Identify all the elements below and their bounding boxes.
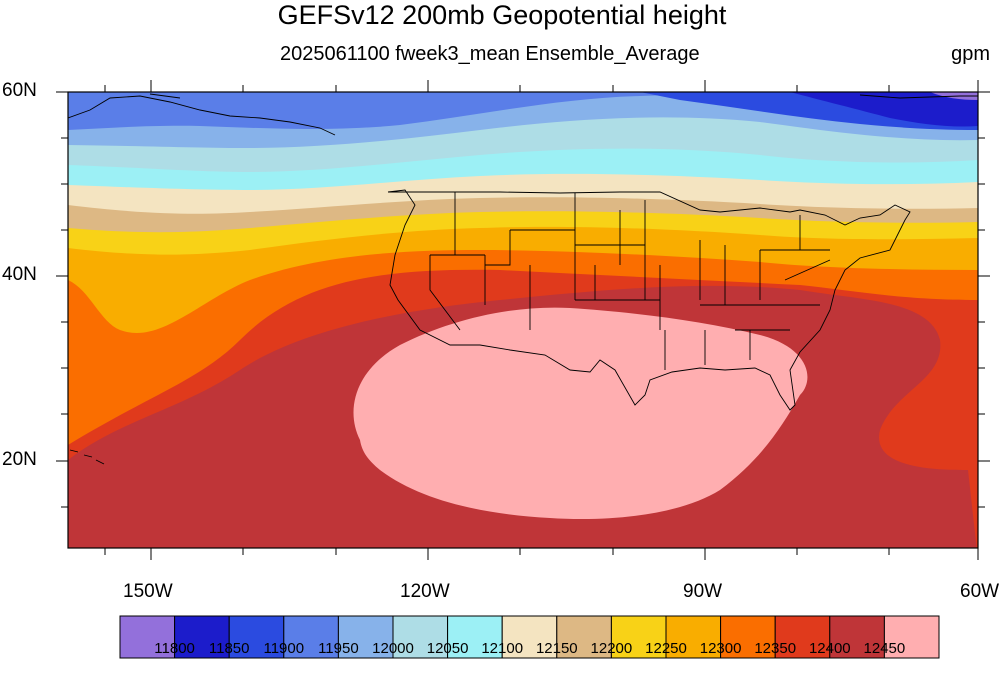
colorbar-label: 12300 bbox=[699, 640, 742, 657]
colorbar-label: 11800 bbox=[154, 640, 195, 657]
colorbar-swatch bbox=[883, 615, 940, 659]
colorbar-label: 11850 bbox=[208, 640, 250, 657]
band-11800 bbox=[790, 92, 978, 127]
colorbar-swatch bbox=[283, 615, 339, 659]
canada-coast bbox=[859, 94, 978, 99]
colorbar-label: 12350 bbox=[754, 640, 797, 657]
state-lines bbox=[429, 192, 831, 370]
map-subtitle: 2025061100 fweek3_mean Ensemble_Average bbox=[280, 43, 700, 65]
map-title: GEFSv12 200mb Geopotential height bbox=[277, 0, 727, 30]
us-outline bbox=[387, 189, 911, 411]
lat-label-20n: 20N bbox=[2, 449, 37, 470]
colorbar-swatch bbox=[392, 615, 449, 659]
colorbar-swatch bbox=[337, 615, 394, 659]
colorbar-swatch bbox=[501, 615, 558, 659]
band-12450 bbox=[353, 307, 808, 520]
lat-label-40n: 40N bbox=[2, 264, 37, 285]
colorbar-label: 12450 bbox=[863, 640, 906, 657]
colorbar-label: 12150 bbox=[535, 640, 578, 657]
coastlines bbox=[68, 93, 978, 465]
hawaii bbox=[69, 449, 105, 465]
colorbar-label: 12200 bbox=[590, 640, 633, 657]
contour-fill bbox=[68, 92, 978, 548]
colorbar bbox=[119, 615, 940, 659]
colorbar-label: 12100 bbox=[481, 640, 524, 657]
band-11900 bbox=[68, 92, 978, 130]
colorbar-swatch bbox=[774, 615, 831, 659]
lon-label-90w: 90W bbox=[683, 581, 723, 602]
colorbar-label: 11900 bbox=[263, 640, 305, 657]
colorbar-label: 12000 bbox=[372, 640, 414, 657]
lon-ticks bbox=[104, 80, 979, 560]
lon-label-120w: 120W bbox=[400, 581, 450, 602]
colorbar-label: 11950 bbox=[318, 640, 359, 657]
colorbar-label: 12400 bbox=[808, 640, 851, 657]
colorbar-label: 12050 bbox=[426, 640, 469, 657]
lat-label-60n: 60N bbox=[2, 80, 37, 101]
lon-label-150w: 150W bbox=[123, 581, 173, 602]
colorbar-swatch bbox=[610, 615, 667, 659]
colorbar-swatch bbox=[829, 615, 885, 659]
alaska-coast bbox=[68, 93, 336, 136]
colorbar-swatch bbox=[665, 615, 722, 659]
lat-ticks bbox=[56, 91, 990, 508]
colorbar-label: 12250 bbox=[645, 640, 687, 657]
units-label: gpm bbox=[951, 43, 990, 65]
colorbar-swatch bbox=[119, 615, 176, 659]
lon-label-60w: 60W bbox=[960, 581, 1000, 602]
map-frame bbox=[67, 91, 979, 549]
colorbar-swatch bbox=[174, 615, 230, 659]
